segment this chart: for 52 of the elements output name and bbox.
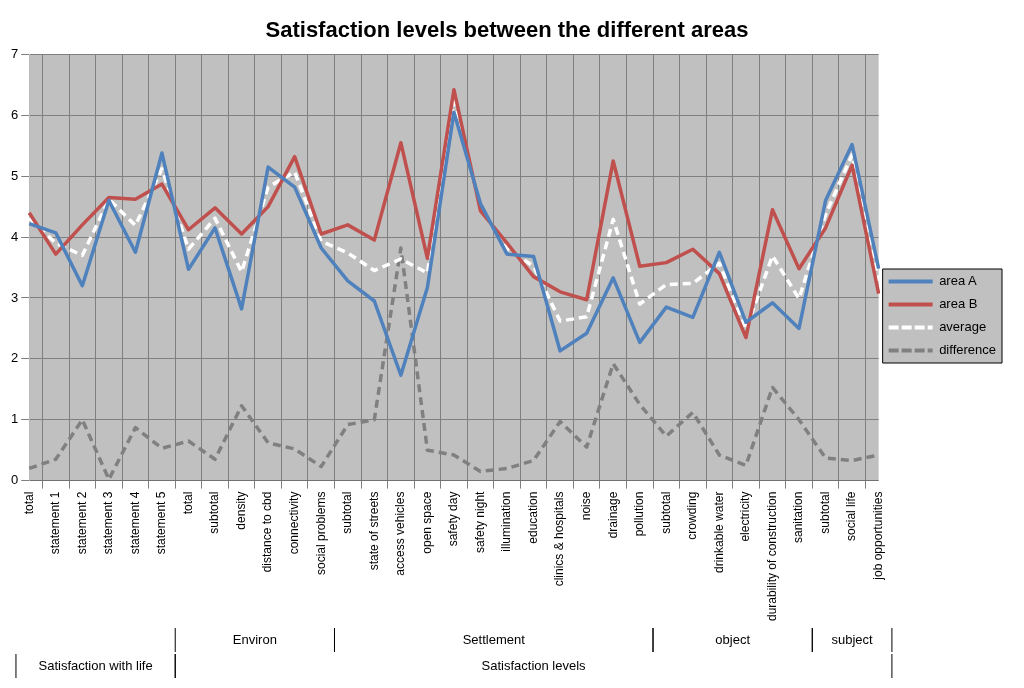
x-tick-label: safety day xyxy=(446,491,461,547)
y-tick-label: 5 xyxy=(11,167,19,183)
x-tick-label: statement 4 xyxy=(127,491,142,555)
x-tick-label: pollution xyxy=(632,491,647,537)
x-tick-label: illumination xyxy=(499,491,514,552)
legend-label: average xyxy=(939,319,987,335)
chart-title: Satisfaction levels between the different areas xyxy=(265,17,749,43)
x-tick-label: crowding xyxy=(685,491,700,540)
x-tick-label: sanitation xyxy=(791,491,806,543)
x-tick-label: noise xyxy=(578,491,593,521)
legend-label: difference xyxy=(939,342,996,358)
text: Environ xyxy=(232,631,277,647)
y-tick-label: 1 xyxy=(11,411,19,427)
x-tick-label: social life xyxy=(844,491,859,541)
x-tick-label: total xyxy=(180,491,195,515)
y-tick-label: 6 xyxy=(11,106,19,122)
x-tick-label: social problems xyxy=(313,491,328,575)
x-tick-label: drinkable water xyxy=(711,491,726,573)
legend-label: area A xyxy=(939,273,978,289)
x-tick-label: access vehicles xyxy=(393,491,408,576)
x-tick-label: statement 3 xyxy=(101,491,116,555)
y-tick-label: 2 xyxy=(11,350,19,366)
x-tick-label: subtotal xyxy=(207,491,222,534)
x-tick-label: statement 2 xyxy=(74,491,89,555)
x-tick-label: statement 5 xyxy=(154,491,169,555)
x-tick-label: education xyxy=(525,491,540,544)
x-tick-label: electricity xyxy=(738,491,753,542)
x-tick-label: total xyxy=(21,491,36,515)
x-tick-label: clinics & hospitals xyxy=(552,491,567,587)
x-tick-label: safety night xyxy=(472,490,487,553)
x-tick-label: durability of construction xyxy=(764,491,779,622)
y-tick-label: 4 xyxy=(11,228,19,244)
x-tick-label: job opportunities xyxy=(870,491,885,581)
text: Satisfaction with life xyxy=(38,657,153,673)
x-tick-label: state of streets xyxy=(366,491,381,571)
x-tick-label: distance to cbd xyxy=(260,491,275,573)
x-tick-label: connectivity xyxy=(286,491,301,555)
x-tick-label: statement 1 xyxy=(48,491,63,555)
x-tick-label: drainage xyxy=(605,491,620,539)
x-tick-label: subtotal xyxy=(817,491,832,534)
y-tick-label: 0 xyxy=(11,472,19,488)
text: subject xyxy=(831,631,874,647)
x-tick-label: subtotal xyxy=(340,491,355,534)
x-tick-label: subtotal xyxy=(658,491,673,534)
text: object xyxy=(715,631,751,647)
x-tick-label: open space xyxy=(419,491,434,554)
y-tick-label: 3 xyxy=(11,289,19,305)
legend-label: area B xyxy=(939,296,978,312)
x-tick-label: density xyxy=(233,491,248,530)
text: Satisfaction levels xyxy=(481,657,587,673)
text: Settlement xyxy=(462,631,526,647)
y-tick-label: 7 xyxy=(11,45,19,61)
